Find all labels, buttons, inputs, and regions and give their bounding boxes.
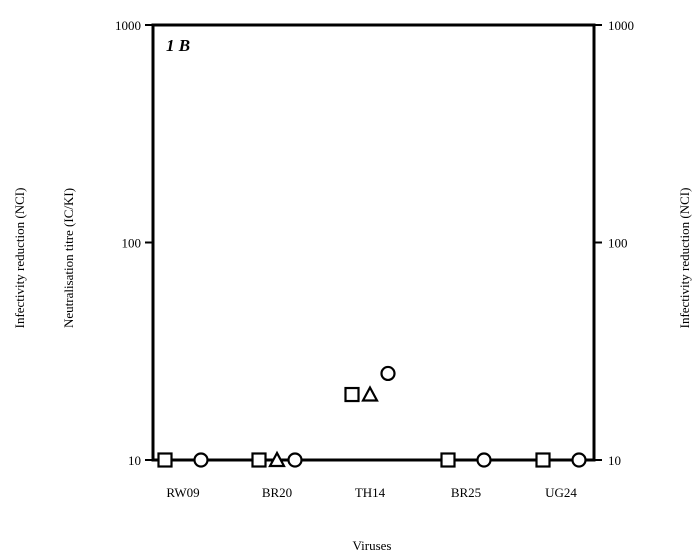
- x-tick-label-th14: TH14: [355, 485, 386, 500]
- square-marker-br25: [440, 452, 456, 468]
- x-tick-label-br20: BR20: [262, 485, 292, 500]
- circle-marker-br20: [287, 452, 303, 468]
- square-marker-th14: [344, 386, 360, 403]
- category-labels: RW09 BR20 TH14 BR25 UG24: [166, 485, 577, 500]
- data-markers: [157, 365, 587, 468]
- circle-marker-ug24: [571, 452, 587, 468]
- x-tick-label-rw09: RW09: [166, 485, 199, 500]
- y-tick-label-right-100: 100: [608, 236, 628, 251]
- square-marker-ug24: [535, 452, 551, 468]
- square-marker-br20: [251, 452, 267, 468]
- circle-marker-th14: [380, 365, 396, 382]
- right-axis-ticks: 10 100 1000: [594, 18, 634, 468]
- circle-marker-br25: [476, 452, 492, 468]
- y-tick-label-right-10: 10: [608, 453, 621, 468]
- y-axis-title-right: Infectivity reduction (NCI): [677, 188, 692, 329]
- y-axis-title-left-inner: Neutralisation titre (IC/KI): [61, 188, 76, 328]
- circle-marker-rw09: [193, 452, 209, 468]
- square-marker-rw09: [157, 452, 173, 468]
- y-tick-label-left-100: 100: [122, 236, 142, 251]
- x-axis-title: Viruses: [353, 538, 392, 553]
- triangle-marker-br20: [268, 450, 286, 468]
- left-axis-ticks: 10 100 1000: [115, 18, 153, 468]
- y-tick-label-left-10: 10: [128, 453, 141, 468]
- panel-label: 1 B: [166, 36, 190, 55]
- y-axis-title-left-outer: Infectivity reduction (NCI): [12, 188, 27, 329]
- y-tick-label-left-1000: 1000: [115, 18, 141, 33]
- triangle-marker-th14: [361, 385, 379, 402]
- x-tick-label-br25: BR25: [451, 485, 481, 500]
- x-tick-label-ug24: UG24: [545, 485, 577, 500]
- y-tick-label-right-1000: 1000: [608, 18, 634, 33]
